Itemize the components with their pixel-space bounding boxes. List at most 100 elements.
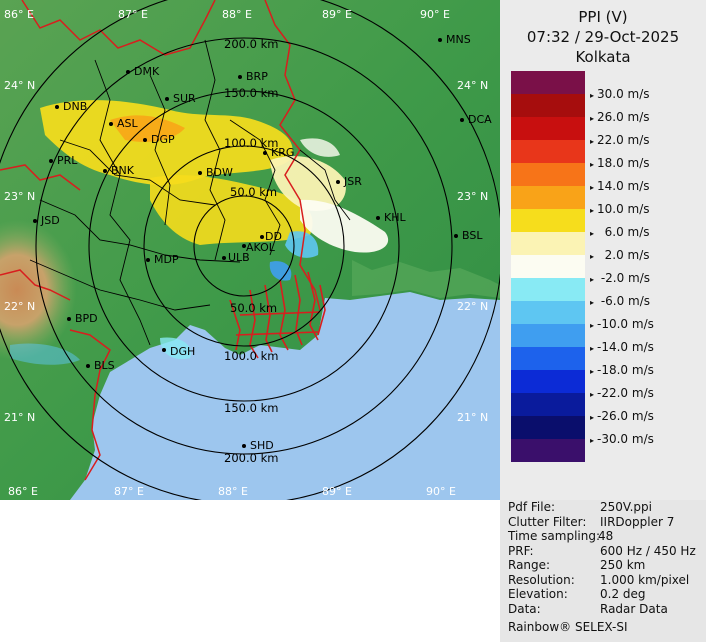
station-brp: BRP bbox=[246, 70, 268, 83]
scale-label-text: 22.0 m/s bbox=[597, 133, 650, 147]
info-key: Time sampling: bbox=[508, 529, 601, 543]
ring-label-bottom-150: 150.0 km bbox=[224, 401, 278, 415]
info-value: 48 bbox=[598, 529, 614, 543]
ring-label-top-200: 200.0 km bbox=[224, 37, 278, 51]
station-ulb: ULB bbox=[228, 251, 250, 264]
station-bpd: BPD bbox=[75, 312, 98, 325]
station-bls: BLS bbox=[94, 359, 115, 372]
arrow-icon: ▸ bbox=[590, 298, 595, 307]
station-bsl: BSL bbox=[462, 229, 483, 242]
scale-label-text: 10.0 m/s bbox=[597, 202, 650, 216]
scale-label: ▸ 26.0 m/s bbox=[590, 110, 650, 126]
scale-label: ▸ 2.0 m/s bbox=[590, 248, 650, 264]
arrow-icon: ▸ bbox=[590, 390, 595, 399]
arrow-icon: ▸ bbox=[590, 252, 595, 261]
color-swatch bbox=[511, 232, 585, 255]
scale-label-text: 14.0 m/s bbox=[597, 179, 650, 193]
color-swatch bbox=[511, 301, 585, 324]
legend-panel: PPI (V) 07:32 / 29-Oct-2025 Kolkata ▸ 30.… bbox=[500, 0, 706, 500]
info-key: Pdf File: bbox=[508, 500, 556, 514]
scale-label-text: -6.0 m/s bbox=[597, 294, 651, 308]
color-swatch bbox=[511, 117, 585, 140]
info-panel: Pdf File: 250V.ppi Clutter Filter: IIRDopp… bbox=[500, 500, 706, 642]
scale-label-text: 18.0 m/s bbox=[597, 156, 650, 170]
lat-label-left-21: 21° N bbox=[4, 411, 35, 424]
scale-label: ▸ 14.0 m/s bbox=[590, 179, 650, 195]
ring-label-bottom-100: 100.0 km bbox=[224, 349, 278, 363]
river-delta bbox=[352, 260, 500, 298]
station-markers: MNS DMK BRP DNB SUR ASL DCA DGP KRG PRL … bbox=[33, 33, 492, 452]
info-key: Range: bbox=[508, 558, 551, 572]
station-jsr: JSR bbox=[343, 175, 362, 188]
scale-label: ▸ -30.0 m/s bbox=[590, 432, 654, 448]
color-swatch bbox=[511, 186, 585, 209]
arrow-icon: ▸ bbox=[590, 275, 595, 284]
station-mns: MNS bbox=[446, 33, 471, 46]
scale-label: ▸ 30.0 m/s bbox=[590, 87, 650, 103]
lat-label-right-22: 22° N bbox=[457, 300, 488, 313]
scale-label: ▸ -26.0 m/s bbox=[590, 409, 654, 425]
arrow-icon: ▸ bbox=[590, 436, 595, 445]
lon-label-bottom-88: 88° E bbox=[218, 485, 248, 498]
lat-label-left-24: 24° N bbox=[4, 79, 35, 92]
lon-label-bottom-87: 87° E bbox=[114, 485, 144, 498]
station-asl: ASL bbox=[117, 117, 139, 130]
color-swatch bbox=[511, 163, 585, 186]
station-mdp: MDP bbox=[154, 253, 179, 266]
color-swatch bbox=[511, 278, 585, 301]
lon-label-bottom-90: 90° E bbox=[426, 485, 456, 498]
arrow-icon: ▸ bbox=[590, 183, 595, 192]
scale-label-text: -18.0 m/s bbox=[597, 363, 654, 377]
ring-label-top-100: 100.0 km bbox=[224, 136, 278, 150]
scale-label-text: 6.0 m/s bbox=[597, 225, 650, 239]
info-key: Elevation: bbox=[508, 587, 568, 601]
station-akol: AKOL bbox=[246, 241, 276, 254]
arrow-icon: ▸ bbox=[590, 229, 595, 238]
station-sur: SUR bbox=[173, 92, 196, 105]
info-key: PRF: bbox=[508, 544, 534, 558]
product-title: PPI (V) bbox=[578, 8, 628, 26]
color-swatch bbox=[511, 439, 585, 462]
sundarbans-channels bbox=[229, 271, 326, 359]
arrow-icon: ▸ bbox=[590, 206, 595, 215]
info-value: 1.000 km/pixel bbox=[600, 573, 690, 587]
color-swatch bbox=[511, 347, 585, 370]
station-krg: KRG bbox=[271, 146, 294, 159]
station-jsd: JSD bbox=[40, 214, 60, 227]
scale-label-text: -26.0 m/s bbox=[597, 409, 654, 423]
ring-label-top-50: 50.0 km bbox=[230, 185, 277, 199]
lat-label-left-22: 22° N bbox=[4, 300, 35, 313]
lon-label-top-90: 90° E bbox=[420, 8, 450, 21]
station-dca: DCA bbox=[468, 113, 492, 126]
scale-label: ▸ 6.0 m/s bbox=[590, 225, 650, 241]
lat-label-right-24: 24° N bbox=[457, 79, 488, 92]
arrow-icon: ▸ bbox=[590, 160, 595, 169]
info-key: Resolution: bbox=[508, 573, 575, 587]
district-lines bbox=[29, 39, 351, 346]
scale-label-text: -30.0 m/s bbox=[597, 432, 654, 446]
scale-label: ▸ 22.0 m/s bbox=[590, 133, 650, 149]
color-swatch bbox=[511, 71, 585, 94]
station-dgp: DGP bbox=[151, 133, 175, 146]
arrow-icon: ▸ bbox=[590, 321, 595, 330]
color-swatch bbox=[511, 255, 585, 278]
ring-label-bottom-200: 200.0 km bbox=[224, 451, 278, 465]
info-value: IIRDoppler 7 bbox=[600, 515, 675, 529]
station-dd: DD bbox=[265, 230, 282, 243]
color-swatch bbox=[511, 416, 585, 439]
lon-label-top-88: 88° E bbox=[222, 8, 252, 21]
info-value: 250 km bbox=[600, 558, 646, 572]
info-value: 250V.ppi bbox=[600, 500, 652, 514]
info-key: Clutter Filter: bbox=[508, 515, 587, 529]
color-swatch bbox=[511, 140, 585, 163]
info-key: Data: bbox=[508, 602, 541, 616]
lon-label-top-89: 89° E bbox=[322, 8, 352, 21]
color-swatch bbox=[511, 370, 585, 393]
info-value: 0.2 deg bbox=[600, 587, 646, 601]
scale-label-text: 2.0 m/s bbox=[597, 248, 650, 262]
color-scale bbox=[511, 71, 585, 462]
station-name: Kolkata bbox=[575, 48, 631, 66]
station-khl: KHL bbox=[384, 211, 406, 224]
arrow-icon: ▸ bbox=[590, 91, 595, 100]
scale-label-text: 26.0 m/s bbox=[597, 110, 650, 124]
